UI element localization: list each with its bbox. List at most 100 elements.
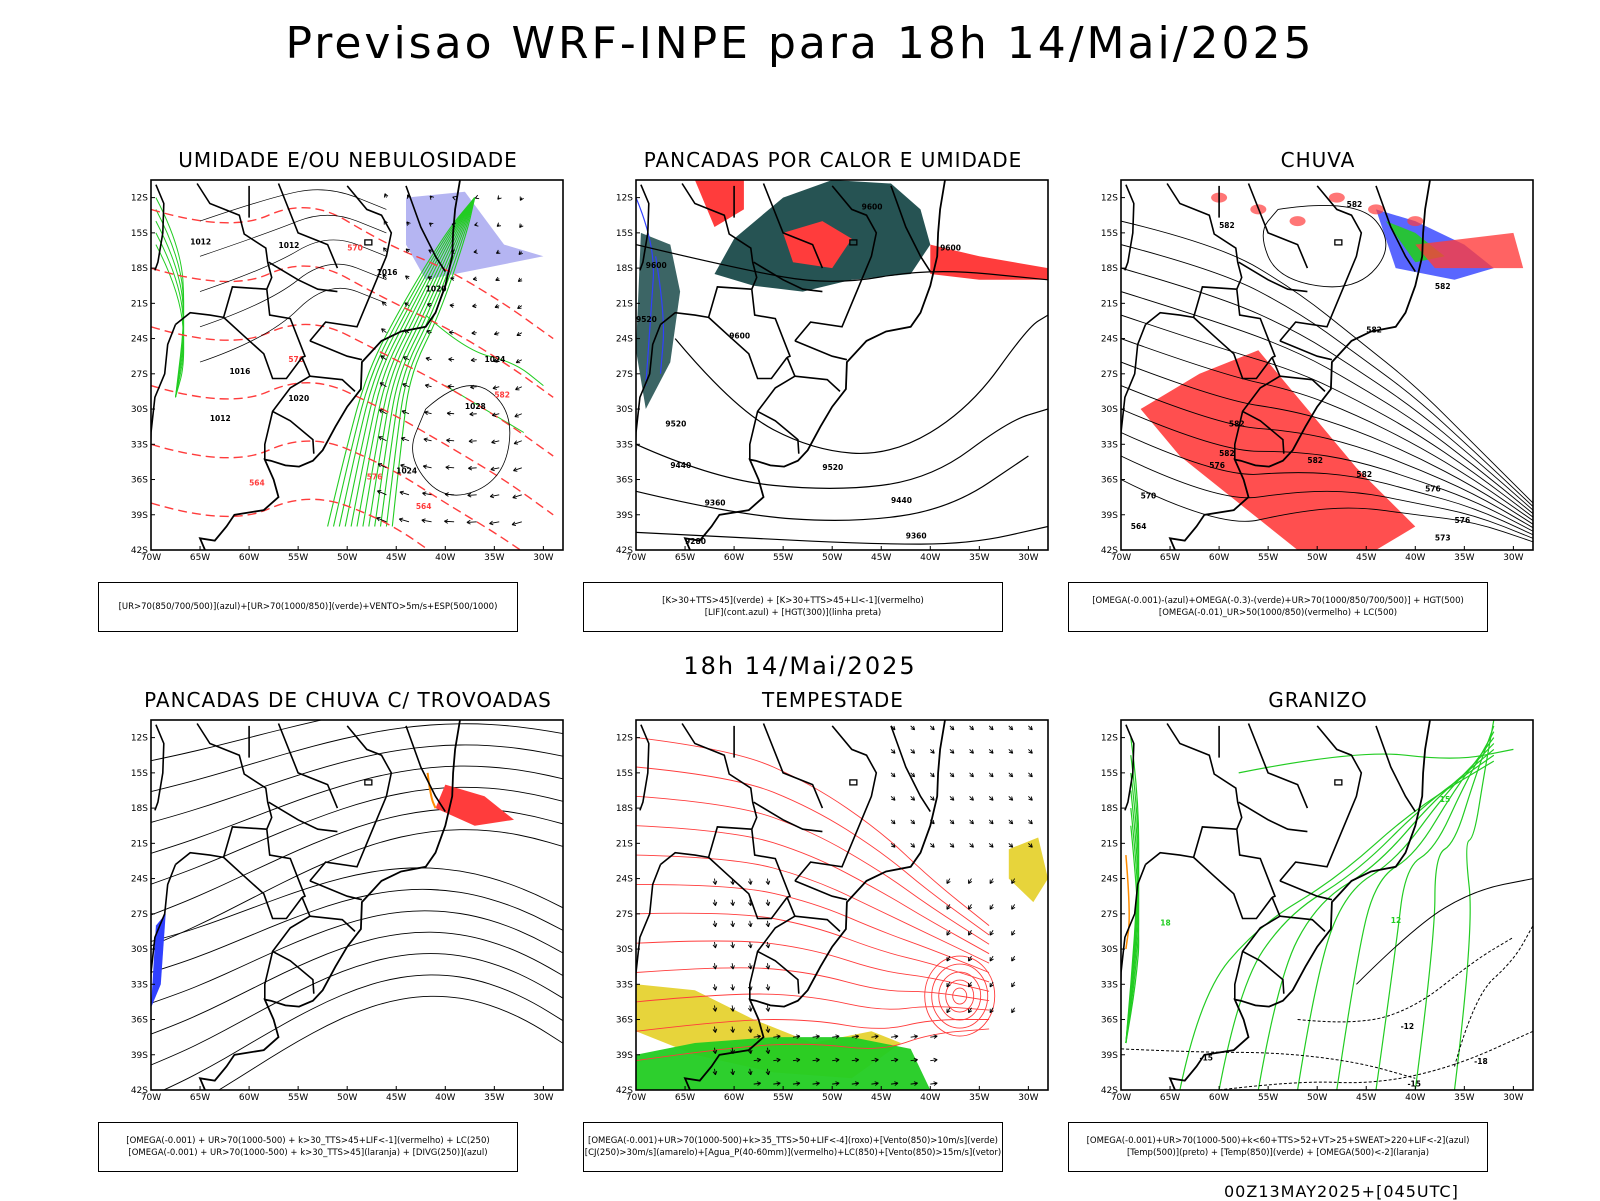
contour-label: 15 — [1440, 795, 1450, 804]
streamlines — [151, 720, 563, 1090]
longitude-label: 45W — [871, 1093, 891, 1103]
map-frame — [635, 179, 1049, 551]
contour-label: 582 — [1347, 200, 1363, 209]
longitude-label: 60W — [724, 553, 744, 563]
isoline — [151, 265, 554, 398]
longitude-label: 65W — [675, 553, 695, 563]
latitude-label: 36S — [616, 1016, 633, 1026]
longitude-label: 65W — [675, 1093, 695, 1103]
longitude-label: 40W — [1405, 1093, 1425, 1103]
longitude-label: 40W — [920, 1093, 940, 1103]
isoline — [199, 214, 387, 257]
longitude-label: 70W — [626, 553, 646, 563]
isoline — [636, 967, 990, 1002]
latitude-label: 36S — [131, 1016, 148, 1026]
isoline — [1257, 748, 1495, 1090]
latitude-label: 27S — [616, 910, 633, 920]
isoline — [636, 993, 990, 1011]
latitude-label: 30S — [1101, 405, 1118, 415]
isoline — [199, 287, 387, 363]
rain-red-area — [1415, 232, 1524, 269]
isoline — [1356, 878, 1533, 985]
legend-line: [K>30+TTS>45](verde) + [K>30+TTS>45+LI<-… — [662, 596, 924, 606]
isoline — [674, 314, 1048, 455]
isoline — [350, 197, 476, 527]
latitude-label: 18S — [131, 264, 148, 274]
longitude-label: 45W — [1356, 1093, 1376, 1103]
panel-title: PANCADAS POR CALOR E UMIDADE — [643, 148, 1023, 172]
isoline — [199, 263, 387, 328]
isoline — [412, 385, 511, 496]
contour-label: 576 — [1209, 461, 1225, 470]
contour-label: 9360 — [705, 498, 726, 507]
isoline — [636, 854, 990, 964]
map-umidade[interactable]: 1012 1012 1016 1020 1024 1028 1016 1012 1020 1024… — [98, 176, 598, 574]
isoline — [1121, 361, 1533, 525]
isoline — [151, 498, 430, 550]
isoline — [1297, 743, 1495, 1090]
longitude-label: 60W — [239, 1093, 259, 1103]
longitude-label: 30W — [533, 1093, 553, 1103]
isoline — [344, 197, 476, 527]
contour-label: -18 — [1474, 1057, 1488, 1066]
thunderstorm-red-area — [435, 784, 514, 826]
latitude-label: 27S — [616, 370, 633, 380]
latitude-label: 27S — [131, 370, 148, 380]
map-granizo[interactable]: -12 -15 -18 -15 12 15 18 12S 15S 18S 21S 24S 27S 30S 3… — [1068, 716, 1568, 1114]
isoline — [151, 931, 563, 1035]
latitude-label: 30S — [616, 945, 633, 955]
legend-line: [OMEGA(-0.001) + UR>70(1000-500) + k>30_… — [126, 1136, 490, 1146]
isoline — [1218, 754, 1495, 1090]
isoline — [1262, 205, 1387, 288]
latitude-label: 27S — [131, 910, 148, 920]
longitude-label: 45W — [386, 553, 406, 563]
isoline — [636, 766, 990, 936]
latitude-label: 24S — [1101, 875, 1118, 885]
contour-label: -15 — [1407, 1079, 1421, 1088]
latitude-label: 42S — [131, 1086, 148, 1096]
isoline — [151, 723, 563, 793]
rain-red-area — [1368, 204, 1385, 215]
contour-label: 1016 — [229, 367, 250, 376]
isoline — [636, 795, 990, 945]
isoline — [636, 737, 990, 926]
isoline — [636, 197, 655, 386]
contour-label: 9520 — [822, 463, 843, 472]
isoline — [1238, 748, 1514, 774]
legend-granizo: [OMEGA(-0.001)+UR>70(1000-500)+k<60+TTS>… — [1068, 1122, 1488, 1172]
isoline — [151, 786, 563, 885]
longitude-label: 40W — [435, 1093, 455, 1103]
latitude-label: 36S — [1101, 476, 1118, 486]
latitude-label: 30S — [131, 405, 148, 415]
latitude-label: 33S — [1101, 980, 1118, 990]
contour-label: 573 — [1435, 534, 1451, 543]
contour-label: 582 — [1435, 282, 1451, 291]
isoline — [1121, 455, 1533, 539]
map-chuva[interactable]: 5825825825825825825825825765765765705645… — [1068, 176, 1568, 574]
isoline — [327, 197, 476, 527]
isoline — [385, 197, 476, 527]
mid-title: 18h 14/Mai/2025 — [683, 652, 917, 680]
isoline — [655, 256, 665, 374]
contour-label: 9600 — [729, 332, 750, 341]
longitude-label: 55W — [773, 1093, 793, 1103]
longitude-label: 35W — [484, 553, 504, 563]
longitude-label: 50W — [822, 553, 842, 563]
isoline — [1375, 731, 1495, 1090]
longitude-label: 50W — [337, 553, 357, 563]
longitude-label: 65W — [190, 1093, 210, 1103]
latitude-label: 18S — [1101, 804, 1118, 814]
isoline — [199, 189, 387, 222]
convection-red-area — [930, 244, 1048, 280]
isoline — [332, 197, 476, 527]
contour-label: 564 — [1131, 522, 1147, 531]
panel-title: GRANIZO — [1268, 688, 1368, 712]
map-pancadas-calor[interactable]: 9600 9600 9600 9600 9520 9520 9520 9440 9440 9360… — [583, 176, 1083, 574]
isoline — [1121, 291, 1533, 514]
low-pressure-isoline — [938, 971, 982, 1021]
latitude-label: 24S — [616, 335, 633, 345]
isoline — [1121, 408, 1533, 532]
map-frame — [150, 719, 564, 1091]
